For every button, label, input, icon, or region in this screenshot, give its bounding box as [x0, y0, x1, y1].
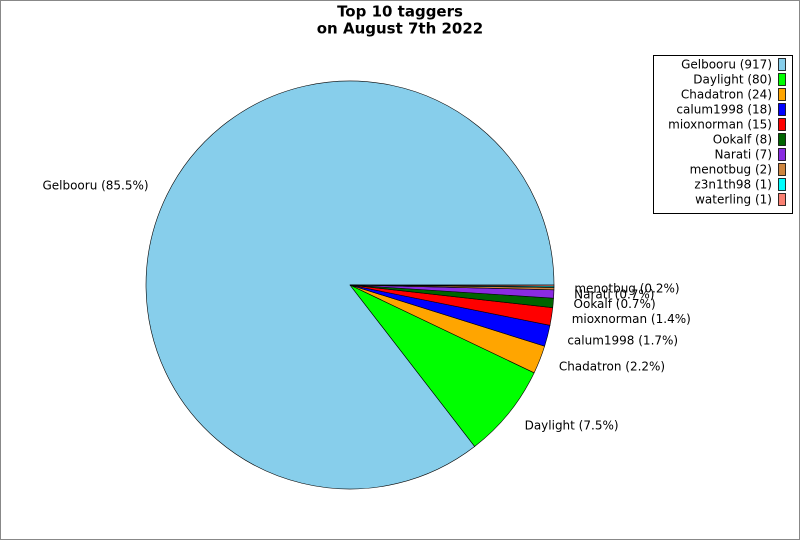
legend-label: waterling (1) — [695, 193, 772, 207]
legend-label: calum1998 (18) — [676, 103, 772, 117]
legend-label: Chadatron (24) — [681, 88, 772, 102]
legend-box — [653, 55, 793, 214]
legend-swatch — [778, 88, 786, 101]
legend-swatch — [778, 133, 786, 146]
legend-swatch — [778, 178, 786, 191]
slice-label: Ookalf (0.7%) — [574, 297, 656, 311]
slice-label: Chadatron (2.2%) — [559, 360, 665, 374]
legend-label: Daylight (80) — [693, 73, 772, 87]
slice-label: Narati (0.7%) — [574, 287, 654, 301]
slice-label: calum1998 (1.7%) — [567, 333, 678, 347]
pie-slice — [349, 284, 555, 287]
slice-label: mioxnorman (1.4%) — [572, 312, 691, 326]
chart-title: Top 10 taggers — [337, 3, 463, 21]
legend-label: Gelbooru (917) — [681, 58, 772, 72]
slice-label: Daylight (7.5%) — [525, 418, 619, 432]
slice-label: Gelbooru (85.5%) — [42, 179, 148, 193]
slice-label: menotbug (0.2%) — [574, 281, 679, 295]
legend-label: Ookalf (8) — [713, 133, 772, 147]
legend-swatch — [778, 118, 786, 131]
legend-swatch — [778, 148, 786, 161]
legend-label: z3n1th98 (1) — [694, 178, 772, 192]
legend-label: mioxnorman (15) — [668, 118, 772, 132]
legend-swatch — [778, 103, 786, 116]
legend-label: menotbug (2) — [690, 163, 772, 177]
chart-subtitle: on August 7th 2022 — [317, 20, 484, 38]
legend-label: Narati (7) — [715, 148, 772, 162]
pie-slice — [349, 284, 535, 447]
legend-swatch — [778, 58, 786, 71]
legend-swatch — [778, 73, 786, 86]
legend-swatch — [778, 163, 786, 176]
legend-swatch — [778, 193, 786, 206]
